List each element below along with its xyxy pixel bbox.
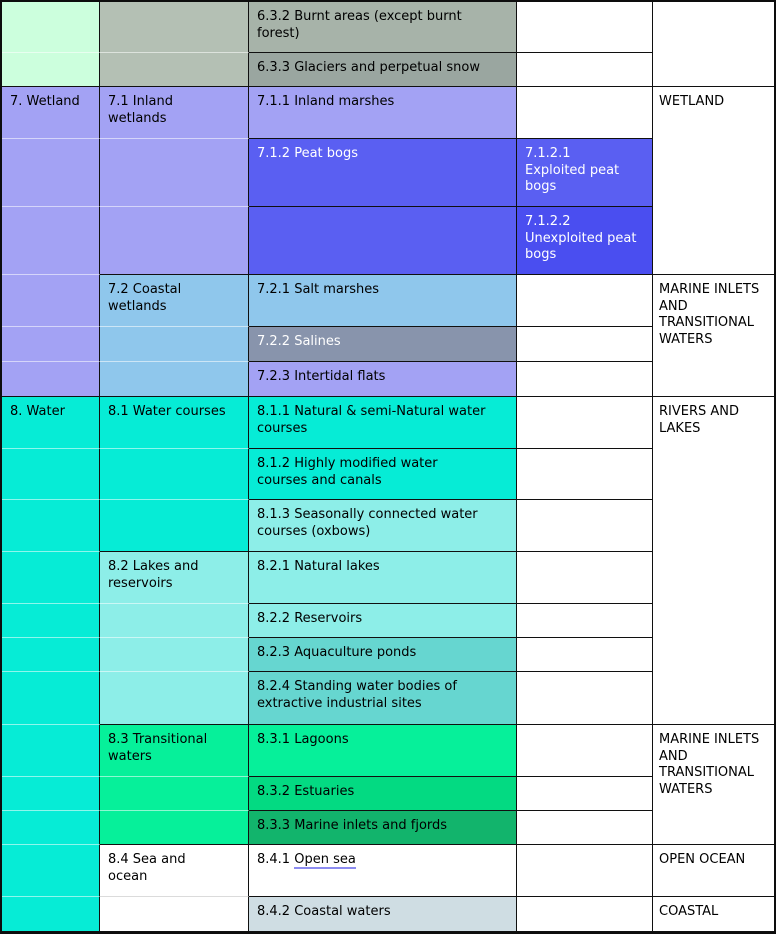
l3-632-burnt-areas-cell: 6.3.2 Burnt areas (except burnt forest) xyxy=(249,2,517,53)
l4-7121-exploited-peat-bogs-cell: 7.1.2.1 Exploited peat bogs xyxy=(517,139,653,207)
l3-821-natural-lakes-cell: 8.2.1 Natural lakes xyxy=(249,552,517,604)
l2-82-fill xyxy=(100,672,249,725)
l1-7-fill xyxy=(2,139,100,207)
l3-833-marine-inlets-fjords-cell: 8.3.3 Marine inlets and fjords xyxy=(249,811,517,845)
l2-82-fill xyxy=(100,604,249,638)
l3-831-lagoons-cell: 8.3.1 Lagoons xyxy=(249,725,517,777)
l3-823-aquaculture-ponds-cell: 8.2.3 Aquaculture ponds xyxy=(249,638,517,672)
l1-8-fill xyxy=(2,811,100,845)
l2-84-fill xyxy=(100,897,249,932)
l4-empty-cell xyxy=(517,777,653,811)
l4-empty-cell xyxy=(517,53,653,87)
l2-72-coastal-wetlands-cell: 7.2 Coastal wetlands xyxy=(100,275,249,327)
l3-723-intertidal-flats-cell: 7.2.3 Intertidal flats xyxy=(249,362,517,397)
l3-633-glaciers-cell: 6.3.3 Glaciers and perpetual snow xyxy=(249,53,517,87)
l2-72-fill xyxy=(100,327,249,362)
l1-8-fill xyxy=(2,725,100,777)
category-empty-cell xyxy=(653,2,774,87)
l1-7-wetland-cell: 7. Wetland xyxy=(2,87,100,139)
l2-63-fill xyxy=(100,2,249,53)
l1-7-fill xyxy=(2,275,100,327)
l4-empty-cell xyxy=(517,397,653,449)
l4-empty-cell xyxy=(517,604,653,638)
l4-empty-cell xyxy=(517,672,653,725)
l3-721-salt-marshes-cell: 7.2.1 Salt marshes xyxy=(249,275,517,327)
l2-83-transitional-waters-cell: 8.3 Transitional waters xyxy=(100,725,249,777)
l3-822-reservoirs-cell: 8.2.2 Reservoirs xyxy=(249,604,517,638)
l3-811-natural-water-courses-cell: 8.1.1 Natural & semi-Natural water cours… xyxy=(249,397,517,449)
l4-empty-cell xyxy=(517,845,653,897)
l4-empty-cell xyxy=(517,811,653,845)
category-marine-inlets-cell: MARINE INLETS AND TRANSITIONAL WATERS xyxy=(653,725,774,845)
l2-63-fill xyxy=(100,53,249,87)
l3-824-standing-water-bodies-cell: 8.2.4 Standing water bodies of extractiv… xyxy=(249,672,517,725)
l4-7122-unexploited-peat-bogs-cell: 7.1.2.2 Unexploited peat bogs xyxy=(517,207,653,275)
l4-empty-cell xyxy=(517,362,653,397)
l1-8-fill xyxy=(2,897,100,932)
l1-7-fill xyxy=(2,327,100,362)
l1-8-water-cell: 8. Water xyxy=(2,397,100,449)
l2-81-fill xyxy=(100,449,249,500)
category-open-ocean-cell: OPEN OCEAN xyxy=(653,845,774,897)
l2-71-inland-wetlands-cell: 7.1 Inland wetlands xyxy=(100,87,249,139)
l4-empty-cell xyxy=(517,449,653,500)
l2-72-fill xyxy=(100,362,249,397)
l1-8-fill xyxy=(2,672,100,725)
l3-711-inland-marshes-cell: 7.1.1 Inland marshes xyxy=(249,87,517,139)
category-marine-inlets-cell: MARINE INLETS AND TRANSITIONAL WATERS xyxy=(653,275,774,397)
l4-empty-cell xyxy=(517,327,653,362)
l1-7-fill xyxy=(2,207,100,275)
category-coastal-cell: COASTAL xyxy=(653,897,774,932)
l1-8-fill xyxy=(2,552,100,604)
l3-813-seasonal-water-courses-cell: 8.1.3 Seasonally connected water courses… xyxy=(249,500,517,552)
l2-82-fill xyxy=(100,638,249,672)
l4-empty-cell xyxy=(517,638,653,672)
l3-812-modified-water-courses-cell: 8.1.2 Highly modified water courses and … xyxy=(249,449,517,500)
l1-7-fill xyxy=(2,362,100,397)
category-wetland-cell: WETLAND xyxy=(653,87,774,275)
l1-6-fill xyxy=(2,53,100,87)
open-sea-prefix: 8.4.1 xyxy=(257,852,295,867)
category-rivers-lakes-cell: RIVERS AND LAKES xyxy=(653,397,774,725)
l1-8-fill xyxy=(2,604,100,638)
l4-empty-cell xyxy=(517,87,653,139)
open-sea-link[interactable]: Open sea xyxy=(294,852,356,869)
l4-empty-cell xyxy=(517,897,653,932)
l3-722-salines-cell: 7.2.2 Salines xyxy=(249,327,517,362)
l3-842-coastal-waters-cell: 8.4.2 Coastal waters xyxy=(249,897,517,932)
l4-empty-cell xyxy=(517,552,653,604)
l2-82-lakes-reservoirs-cell: 8.2 Lakes and reservoirs xyxy=(100,552,249,604)
l2-84-sea-ocean-cell: 8.4 Sea and ocean xyxy=(100,845,249,897)
l1-8-fill xyxy=(2,449,100,500)
l2-83-fill xyxy=(100,777,249,811)
l1-6-fill xyxy=(2,2,100,53)
l2-83-fill xyxy=(100,811,249,845)
l2-81-fill xyxy=(100,500,249,552)
l1-8-fill xyxy=(2,777,100,811)
l2-81-water-courses-cell: 8.1 Water courses xyxy=(100,397,249,449)
l2-71-fill xyxy=(100,139,249,207)
l4-empty-cell xyxy=(517,500,653,552)
l3-841-open-sea-cell: 8.4.1 Open sea xyxy=(249,845,517,897)
l1-8-fill xyxy=(2,845,100,897)
l2-71-fill xyxy=(100,207,249,275)
l3-832-estuaries-cell: 8.3.2 Estuaries xyxy=(249,777,517,811)
l1-8-fill xyxy=(2,500,100,552)
l4-empty-cell xyxy=(517,725,653,777)
l3-712-fill xyxy=(249,207,517,275)
l4-empty-cell xyxy=(517,2,653,53)
l1-8-fill xyxy=(2,638,100,672)
l4-empty-cell xyxy=(517,275,653,327)
l3-712-peat-bogs-cell: 7.1.2 Peat bogs xyxy=(249,139,517,207)
